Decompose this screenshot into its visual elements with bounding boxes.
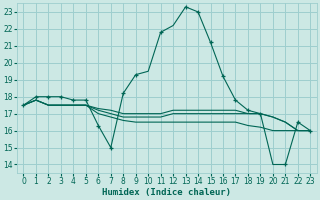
X-axis label: Humidex (Indice chaleur): Humidex (Indice chaleur) (102, 188, 231, 197)
